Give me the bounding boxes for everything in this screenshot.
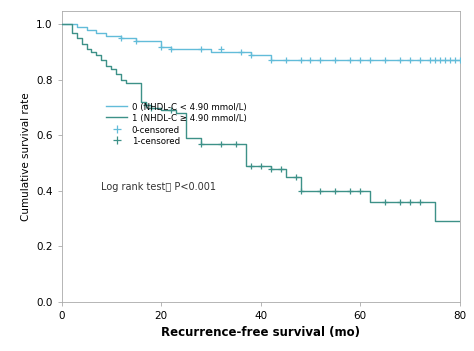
Y-axis label: Cumulative survival rate: Cumulative survival rate	[20, 92, 30, 220]
Legend: 0 (NHDL-C < 4.90 mmol/L), 1 (NHDL-C ≥ 4.90 mmol/L), 0-censored, 1-censored: 0 (NHDL-C < 4.90 mmol/L), 1 (NHDL-C ≥ 4.…	[106, 102, 246, 146]
Text: Log rank test： P<0.001: Log rank test： P<0.001	[101, 183, 217, 192]
X-axis label: Recurrence-free survival (mo): Recurrence-free survival (mo)	[161, 326, 360, 339]
